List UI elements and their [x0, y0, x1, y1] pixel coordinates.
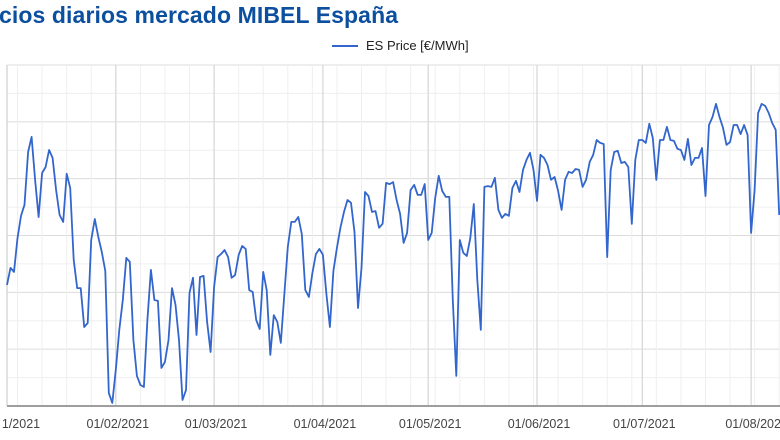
x-tick-label: 01/06/2021 [508, 417, 571, 431]
x-tick-label: 01/02/2021 [87, 417, 150, 431]
x-tick-label: 01/03/2021 [185, 417, 248, 431]
x-tick-label: 01/08/202 [725, 417, 780, 431]
x-tick-label: 1/2021 [2, 417, 40, 431]
series-line-es-price [6, 103, 780, 404]
x-tick-label: 01/07/2021 [613, 417, 676, 431]
x-tick-label: 01/05/2021 [399, 417, 462, 431]
x-axis-ticks: 1/2021 01/02/2021 01/03/2021 01/04/2021 01/0… [2, 417, 780, 431]
chart-title: cios diarios mercado MIBEL España [0, 2, 399, 28]
x-tick-label: 01/04/2021 [294, 417, 357, 431]
gridlines [6, 64, 780, 407]
legend-label: ES Price [€/MWh] [366, 38, 469, 53]
legend: ES Price [€/MWh] [332, 38, 469, 53]
legend-swatch [332, 44, 358, 47]
